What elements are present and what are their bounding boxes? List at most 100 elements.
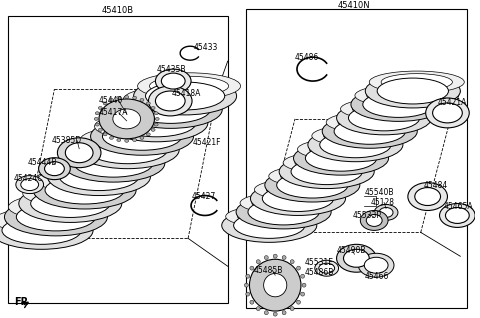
Ellipse shape	[290, 260, 294, 264]
Ellipse shape	[236, 195, 331, 229]
Text: 45410B: 45410B	[102, 6, 134, 15]
Ellipse shape	[355, 85, 450, 107]
Ellipse shape	[62, 144, 165, 182]
Ellipse shape	[132, 96, 137, 99]
Ellipse shape	[95, 113, 197, 140]
Text: 45486B: 45486B	[305, 268, 334, 277]
Ellipse shape	[16, 176, 44, 194]
Ellipse shape	[336, 101, 432, 135]
Text: 45385D: 45385D	[51, 136, 82, 145]
Ellipse shape	[440, 204, 475, 227]
Ellipse shape	[117, 96, 121, 99]
Ellipse shape	[351, 87, 446, 121]
Ellipse shape	[156, 91, 185, 111]
Ellipse shape	[74, 149, 153, 177]
Ellipse shape	[302, 283, 306, 287]
Text: 45486: 45486	[295, 53, 319, 62]
Ellipse shape	[252, 195, 323, 211]
Ellipse shape	[297, 300, 300, 304]
Ellipse shape	[88, 136, 168, 164]
Ellipse shape	[374, 204, 398, 220]
Ellipse shape	[282, 256, 286, 259]
Ellipse shape	[256, 307, 260, 311]
Ellipse shape	[222, 209, 317, 242]
Ellipse shape	[290, 307, 294, 311]
Text: 45435B: 45435B	[156, 65, 186, 73]
Ellipse shape	[19, 184, 122, 222]
Ellipse shape	[250, 259, 301, 311]
Ellipse shape	[297, 266, 300, 270]
Text: 45424C: 45424C	[14, 174, 43, 183]
Ellipse shape	[21, 179, 38, 190]
Text: FR: FR	[14, 297, 28, 307]
Ellipse shape	[20, 197, 99, 217]
Ellipse shape	[273, 312, 277, 316]
Ellipse shape	[363, 92, 434, 117]
Ellipse shape	[156, 69, 191, 93]
Ellipse shape	[107, 117, 186, 136]
Ellipse shape	[45, 162, 64, 176]
Ellipse shape	[308, 128, 403, 162]
Ellipse shape	[365, 74, 460, 108]
Ellipse shape	[109, 100, 212, 126]
Ellipse shape	[146, 133, 150, 136]
Ellipse shape	[92, 130, 171, 149]
Ellipse shape	[309, 141, 381, 158]
Ellipse shape	[264, 311, 268, 315]
Ellipse shape	[9, 194, 111, 220]
Ellipse shape	[78, 143, 157, 163]
Ellipse shape	[226, 205, 321, 227]
Ellipse shape	[120, 91, 222, 128]
Ellipse shape	[140, 99, 144, 101]
Ellipse shape	[322, 114, 417, 148]
Text: 45418A: 45418A	[171, 88, 201, 98]
Ellipse shape	[103, 133, 107, 136]
Ellipse shape	[66, 140, 169, 167]
Ellipse shape	[138, 73, 240, 99]
Ellipse shape	[246, 274, 250, 278]
Ellipse shape	[269, 165, 364, 187]
Text: 45533P: 45533P	[352, 211, 382, 220]
Ellipse shape	[133, 77, 237, 115]
Ellipse shape	[263, 186, 334, 211]
Ellipse shape	[105, 104, 208, 142]
Ellipse shape	[113, 109, 141, 129]
Ellipse shape	[0, 211, 93, 249]
Ellipse shape	[291, 159, 362, 184]
Ellipse shape	[338, 114, 409, 131]
Ellipse shape	[266, 181, 337, 198]
Ellipse shape	[281, 168, 352, 184]
Ellipse shape	[445, 208, 469, 224]
Ellipse shape	[273, 254, 277, 258]
Text: 45485B: 45485B	[253, 266, 283, 275]
Ellipse shape	[65, 143, 93, 163]
Text: 45128: 45128	[370, 198, 394, 207]
Ellipse shape	[35, 184, 114, 203]
Ellipse shape	[51, 154, 155, 180]
Ellipse shape	[33, 171, 136, 209]
Ellipse shape	[315, 260, 338, 276]
Ellipse shape	[295, 154, 366, 171]
Text: 45433: 45433	[194, 43, 218, 52]
Ellipse shape	[256, 260, 260, 264]
Ellipse shape	[109, 136, 113, 139]
Ellipse shape	[37, 167, 140, 193]
Ellipse shape	[366, 214, 382, 226]
Text: 45531E: 45531E	[305, 258, 334, 267]
Ellipse shape	[109, 99, 113, 101]
Ellipse shape	[6, 211, 85, 230]
Ellipse shape	[2, 217, 81, 244]
Ellipse shape	[23, 180, 126, 207]
Ellipse shape	[4, 198, 108, 236]
Ellipse shape	[240, 192, 335, 214]
Ellipse shape	[336, 244, 376, 272]
Ellipse shape	[340, 98, 435, 120]
Ellipse shape	[45, 176, 124, 204]
Ellipse shape	[151, 128, 155, 131]
Ellipse shape	[264, 273, 287, 297]
Ellipse shape	[117, 139, 121, 142]
Ellipse shape	[381, 74, 453, 90]
Ellipse shape	[324, 128, 395, 144]
Ellipse shape	[250, 266, 254, 270]
Ellipse shape	[251, 182, 346, 216]
